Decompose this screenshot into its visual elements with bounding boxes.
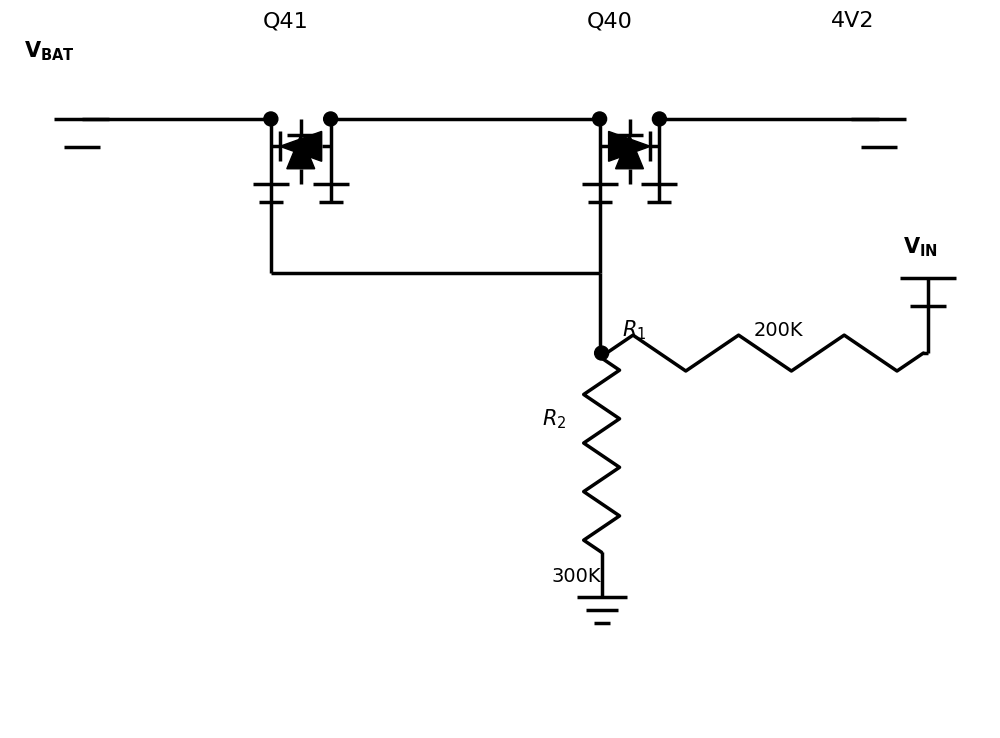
Text: Q41: Q41	[263, 11, 309, 31]
Text: Q40: Q40	[587, 11, 633, 31]
Text: $R_1$: $R_1$	[622, 318, 646, 342]
Circle shape	[652, 112, 666, 126]
Polygon shape	[287, 135, 315, 169]
Text: $\mathbf{V_{IN}}$: $\mathbf{V_{IN}}$	[903, 235, 938, 259]
Text: 200K: 200K	[754, 321, 804, 340]
Text: $R_2$: $R_2$	[542, 408, 566, 432]
Text: 4V2: 4V2	[831, 11, 874, 31]
Circle shape	[324, 112, 338, 126]
Circle shape	[595, 346, 609, 360]
Circle shape	[264, 112, 278, 126]
Text: $\mathbf{V_{BAT}}$: $\mathbf{V_{BAT}}$	[24, 39, 75, 63]
Text: 300K: 300K	[552, 568, 601, 586]
Polygon shape	[609, 131, 650, 162]
Polygon shape	[280, 131, 322, 162]
Polygon shape	[616, 135, 643, 169]
Circle shape	[593, 112, 607, 126]
